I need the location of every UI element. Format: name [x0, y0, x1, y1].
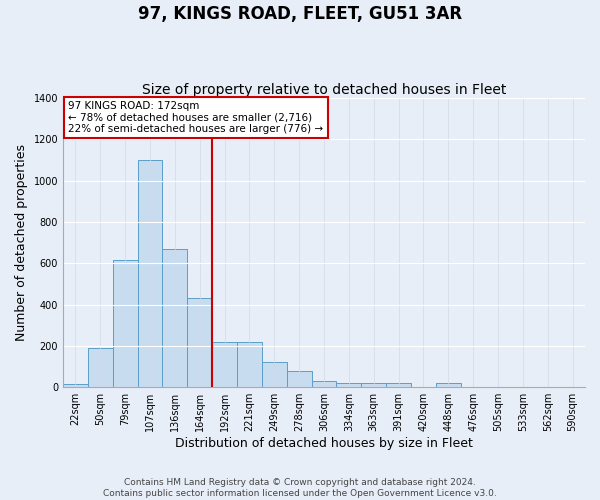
X-axis label: Distribution of detached houses by size in Fleet: Distribution of detached houses by size … [175, 437, 473, 450]
Bar [337, 383, 361, 387]
Bar [163, 249, 187, 387]
Bar [287, 370, 311, 387]
Text: 97 KINGS ROAD: 172sqm
← 78% of detached houses are smaller (2,716)
22% of semi-d: 97 KINGS ROAD: 172sqm ← 78% of detached … [68, 101, 323, 134]
Bar [187, 298, 212, 387]
Text: 97, KINGS ROAD, FLEET, GU51 3AR: 97, KINGS ROAD, FLEET, GU51 3AR [138, 5, 462, 23]
Bar [311, 381, 337, 387]
Bar [237, 342, 262, 387]
Bar [212, 342, 237, 387]
Bar [386, 383, 411, 387]
Title: Size of property relative to detached houses in Fleet: Size of property relative to detached ho… [142, 83, 506, 97]
Bar [63, 384, 88, 387]
Bar [262, 362, 287, 387]
Bar [361, 383, 386, 387]
Bar [88, 348, 113, 387]
Text: Contains HM Land Registry data © Crown copyright and database right 2024.
Contai: Contains HM Land Registry data © Crown c… [103, 478, 497, 498]
Bar [137, 160, 163, 387]
Bar [113, 260, 137, 387]
Y-axis label: Number of detached properties: Number of detached properties [15, 144, 28, 341]
Bar [436, 383, 461, 387]
